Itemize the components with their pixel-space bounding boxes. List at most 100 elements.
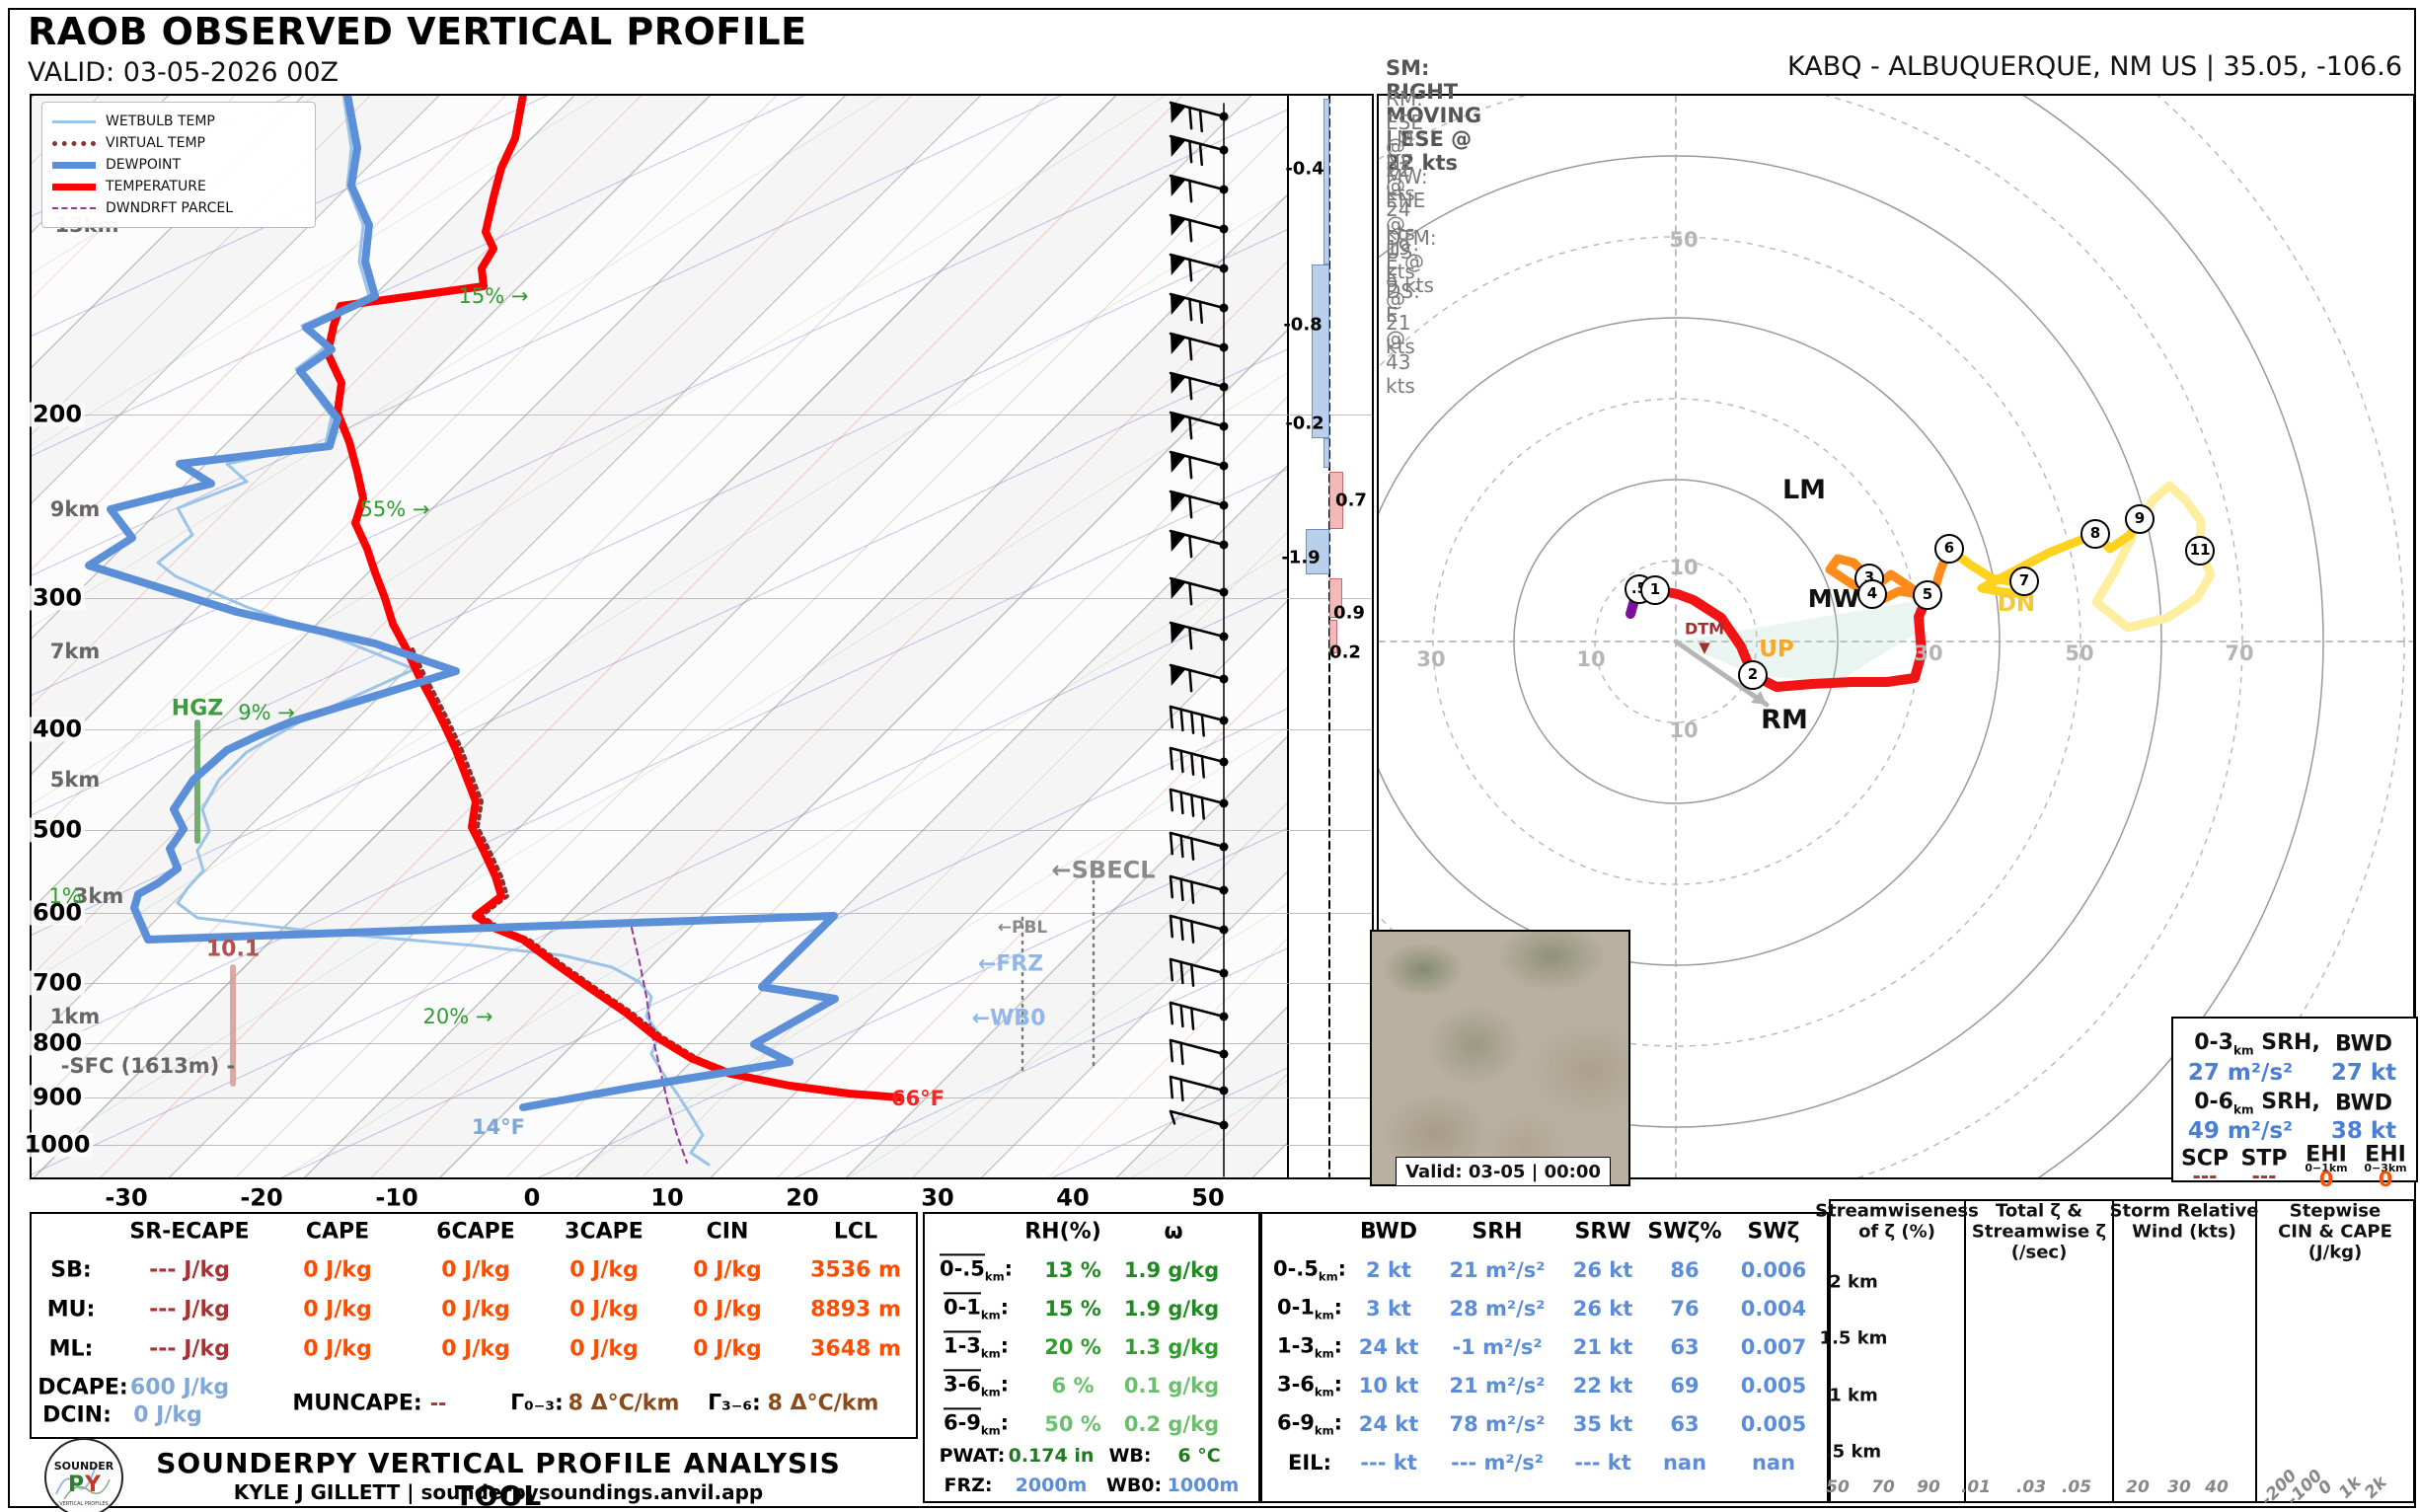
panel-height-label: .5 km [1825, 1441, 1882, 1463]
legend-swatch-dotted [52, 140, 96, 146]
kin-header-3: SWζ% [1647, 1219, 1722, 1245]
hodo-km-marker-6: 6 [1934, 534, 1964, 564]
skewt-annotation: 15% → [458, 283, 529, 308]
moisture-layer-label: 1-3km: [943, 1330, 1009, 1360]
bwd-0-3-value: 27 kt [2330, 1059, 2397, 1086]
pressure-line-300 [32, 598, 1372, 599]
srh-0-3-value: 27 m²/s² [2187, 1059, 2294, 1086]
rh-title: RH(%) [1024, 1219, 1101, 1245]
kin-header-4: SWζ [1747, 1219, 1800, 1245]
pressure-label-1000: 1000 [21, 1132, 94, 1158]
kin-value: nan [1662, 1450, 1707, 1474]
thermo-value: 0 J/kg [441, 1297, 510, 1323]
thermo-value: 3648 m [810, 1336, 901, 1362]
hodo-motion-label: ▼ [1699, 639, 1710, 657]
legend-label: VIRTUAL TEMP [106, 135, 205, 151]
panel-tick: .01 [1960, 1477, 1992, 1498]
pressure-label-900: 900 [29, 1085, 86, 1110]
legend-label: TEMPERATURE [106, 179, 206, 194]
skewt-annotation: 1% [48, 883, 82, 908]
ehi3-value: 0 [2378, 1167, 2393, 1191]
pressure-label-700: 700 [29, 970, 86, 996]
pressure-label-600: 600 [29, 900, 86, 926]
thermo-header-SR-ECAPE: SR-ECAPE [129, 1219, 250, 1245]
kin-layer-label: 0-.5km: [1272, 1256, 1347, 1284]
pressure-line-800 [32, 1043, 1372, 1044]
kin-value: 0.006 [1740, 1257, 1807, 1282]
kin-header-0: BWD [1359, 1219, 1418, 1245]
thermo-row-label: SB: [50, 1257, 92, 1283]
panel-divider-3 [2255, 1201, 2257, 1501]
legend-row: DEWPOINT [52, 154, 305, 176]
kin-value: nan [1751, 1450, 1796, 1474]
hodo-km-marker-4: 4 [1857, 579, 1887, 609]
svg-text:VERTICAL PROFILES: VERTICAL PROFILES [59, 1501, 108, 1507]
panel-title: Streamwise ζ [1971, 1221, 2107, 1243]
hodo-motion-label: UP [1759, 636, 1794, 662]
hodo-km-marker-9: 9 [2125, 504, 2155, 534]
height-label: 1km [49, 1004, 101, 1028]
thermo-value: 0 J/kg [569, 1297, 639, 1323]
legend-row: WETBULB TEMP [52, 111, 305, 132]
omega-value: 0.2 [1329, 642, 1361, 663]
height-label: 5km [49, 767, 101, 792]
map-valid-label: Valid: 03-05 | 00:00 [1396, 1157, 1611, 1186]
kin-value: 21 m²/s² [1449, 1257, 1546, 1282]
temp-tick-50: 50 [1191, 1183, 1225, 1212]
thermo-value: 0 J/kg [693, 1297, 762, 1323]
frz-label: FRZ: [944, 1474, 993, 1497]
panel-tick: .03 [2015, 1477, 2047, 1498]
pressure-line-500 [32, 830, 1372, 831]
thermo-table: SR-ECAPE CAPE 6CAPE 3CAPE CIN LCL SB: --- J/kg 0… [30, 1212, 918, 1439]
omega-value: 0.7 [1335, 490, 1367, 511]
panel-tick: 50 [1826, 1477, 1850, 1498]
lapse-3-6-label: Γ₃₋₆: [708, 1391, 761, 1416]
kin-value: 24 kt [1358, 1411, 1419, 1436]
kin-layer-label: 1-3km: [1276, 1333, 1343, 1361]
hodo-ring-label: 30 [1914, 641, 1943, 665]
panel-title: of ζ (%) [1858, 1221, 1935, 1243]
moisture-layer-label: 6-9km: [943, 1407, 1009, 1437]
skewt-annotation: 55% → [359, 496, 430, 521]
pressure-label-200: 200 [29, 402, 86, 427]
bwd-0-6-header: BWD [2334, 1091, 2393, 1116]
mixing-ratio-value: 1.9 g/kg [1123, 1296, 1220, 1321]
omega-value: 0.9 [1333, 602, 1365, 624]
pressure-line-400 [32, 729, 1372, 730]
hodo-motion-label: MW [1807, 583, 1860, 613]
kin-value: 2 kt [1366, 1257, 1411, 1282]
pressure-label-400: 400 [29, 717, 86, 742]
legend-row: VIRTUAL TEMP [52, 132, 305, 154]
hodo-km-marker-1: 1 [1640, 575, 1670, 605]
panel-divider-1 [1964, 1201, 1966, 1501]
kin-value: 78 m²/s² [1449, 1411, 1546, 1436]
kin-value: 22 kt [1572, 1373, 1633, 1398]
panel-title: Streamwiseness [1815, 1200, 1979, 1222]
lapse-0-3-label: Γ₀₋₃: [510, 1391, 564, 1416]
thermo-value: 8893 m [810, 1297, 901, 1323]
legend-swatch-thick [52, 161, 96, 169]
thermo-value: 0 J/kg [303, 1257, 372, 1283]
hodo-motion-label: DTM [1684, 619, 1725, 639]
srh-0-3-header: 0-3km SRH, [2194, 1029, 2320, 1058]
pressure-label-500: 500 [29, 817, 86, 843]
thermo-header-CIN: CIN [706, 1219, 749, 1245]
pressure-label-300: 300 [29, 585, 86, 611]
panel-height-label: 1 km [1829, 1385, 1878, 1406]
pressure-line-1000 [32, 1145, 1372, 1146]
dcin-label: DCIN: [42, 1402, 112, 1428]
wb-value: 6 °C [1177, 1445, 1221, 1468]
lapse-3-6-value: 8 Δ°C/km [767, 1391, 879, 1416]
thermo-value: 0 J/kg [693, 1336, 762, 1362]
thermo-value: 0 J/kg [569, 1257, 639, 1283]
srh-bwd-info-box: 0-3km SRH, BWD 27 m²/s² 27 kt 0-6km SRH, BWD 4… [2171, 1017, 2418, 1190]
hodo-km-marker-8: 8 [2080, 519, 2110, 549]
panel-tick: 70 [1871, 1477, 1895, 1498]
height-label: -SFC (1613m) - [60, 1053, 236, 1078]
srh-0-6-header: 0-6km SRH, [2194, 1089, 2320, 1117]
thermo-row-label: MU: [46, 1297, 96, 1323]
kin-value: 0.007 [1740, 1334, 1807, 1359]
pwat-value: 0.174 in [1008, 1445, 1095, 1468]
kin-value: --- m²/s² [1451, 1450, 1544, 1474]
